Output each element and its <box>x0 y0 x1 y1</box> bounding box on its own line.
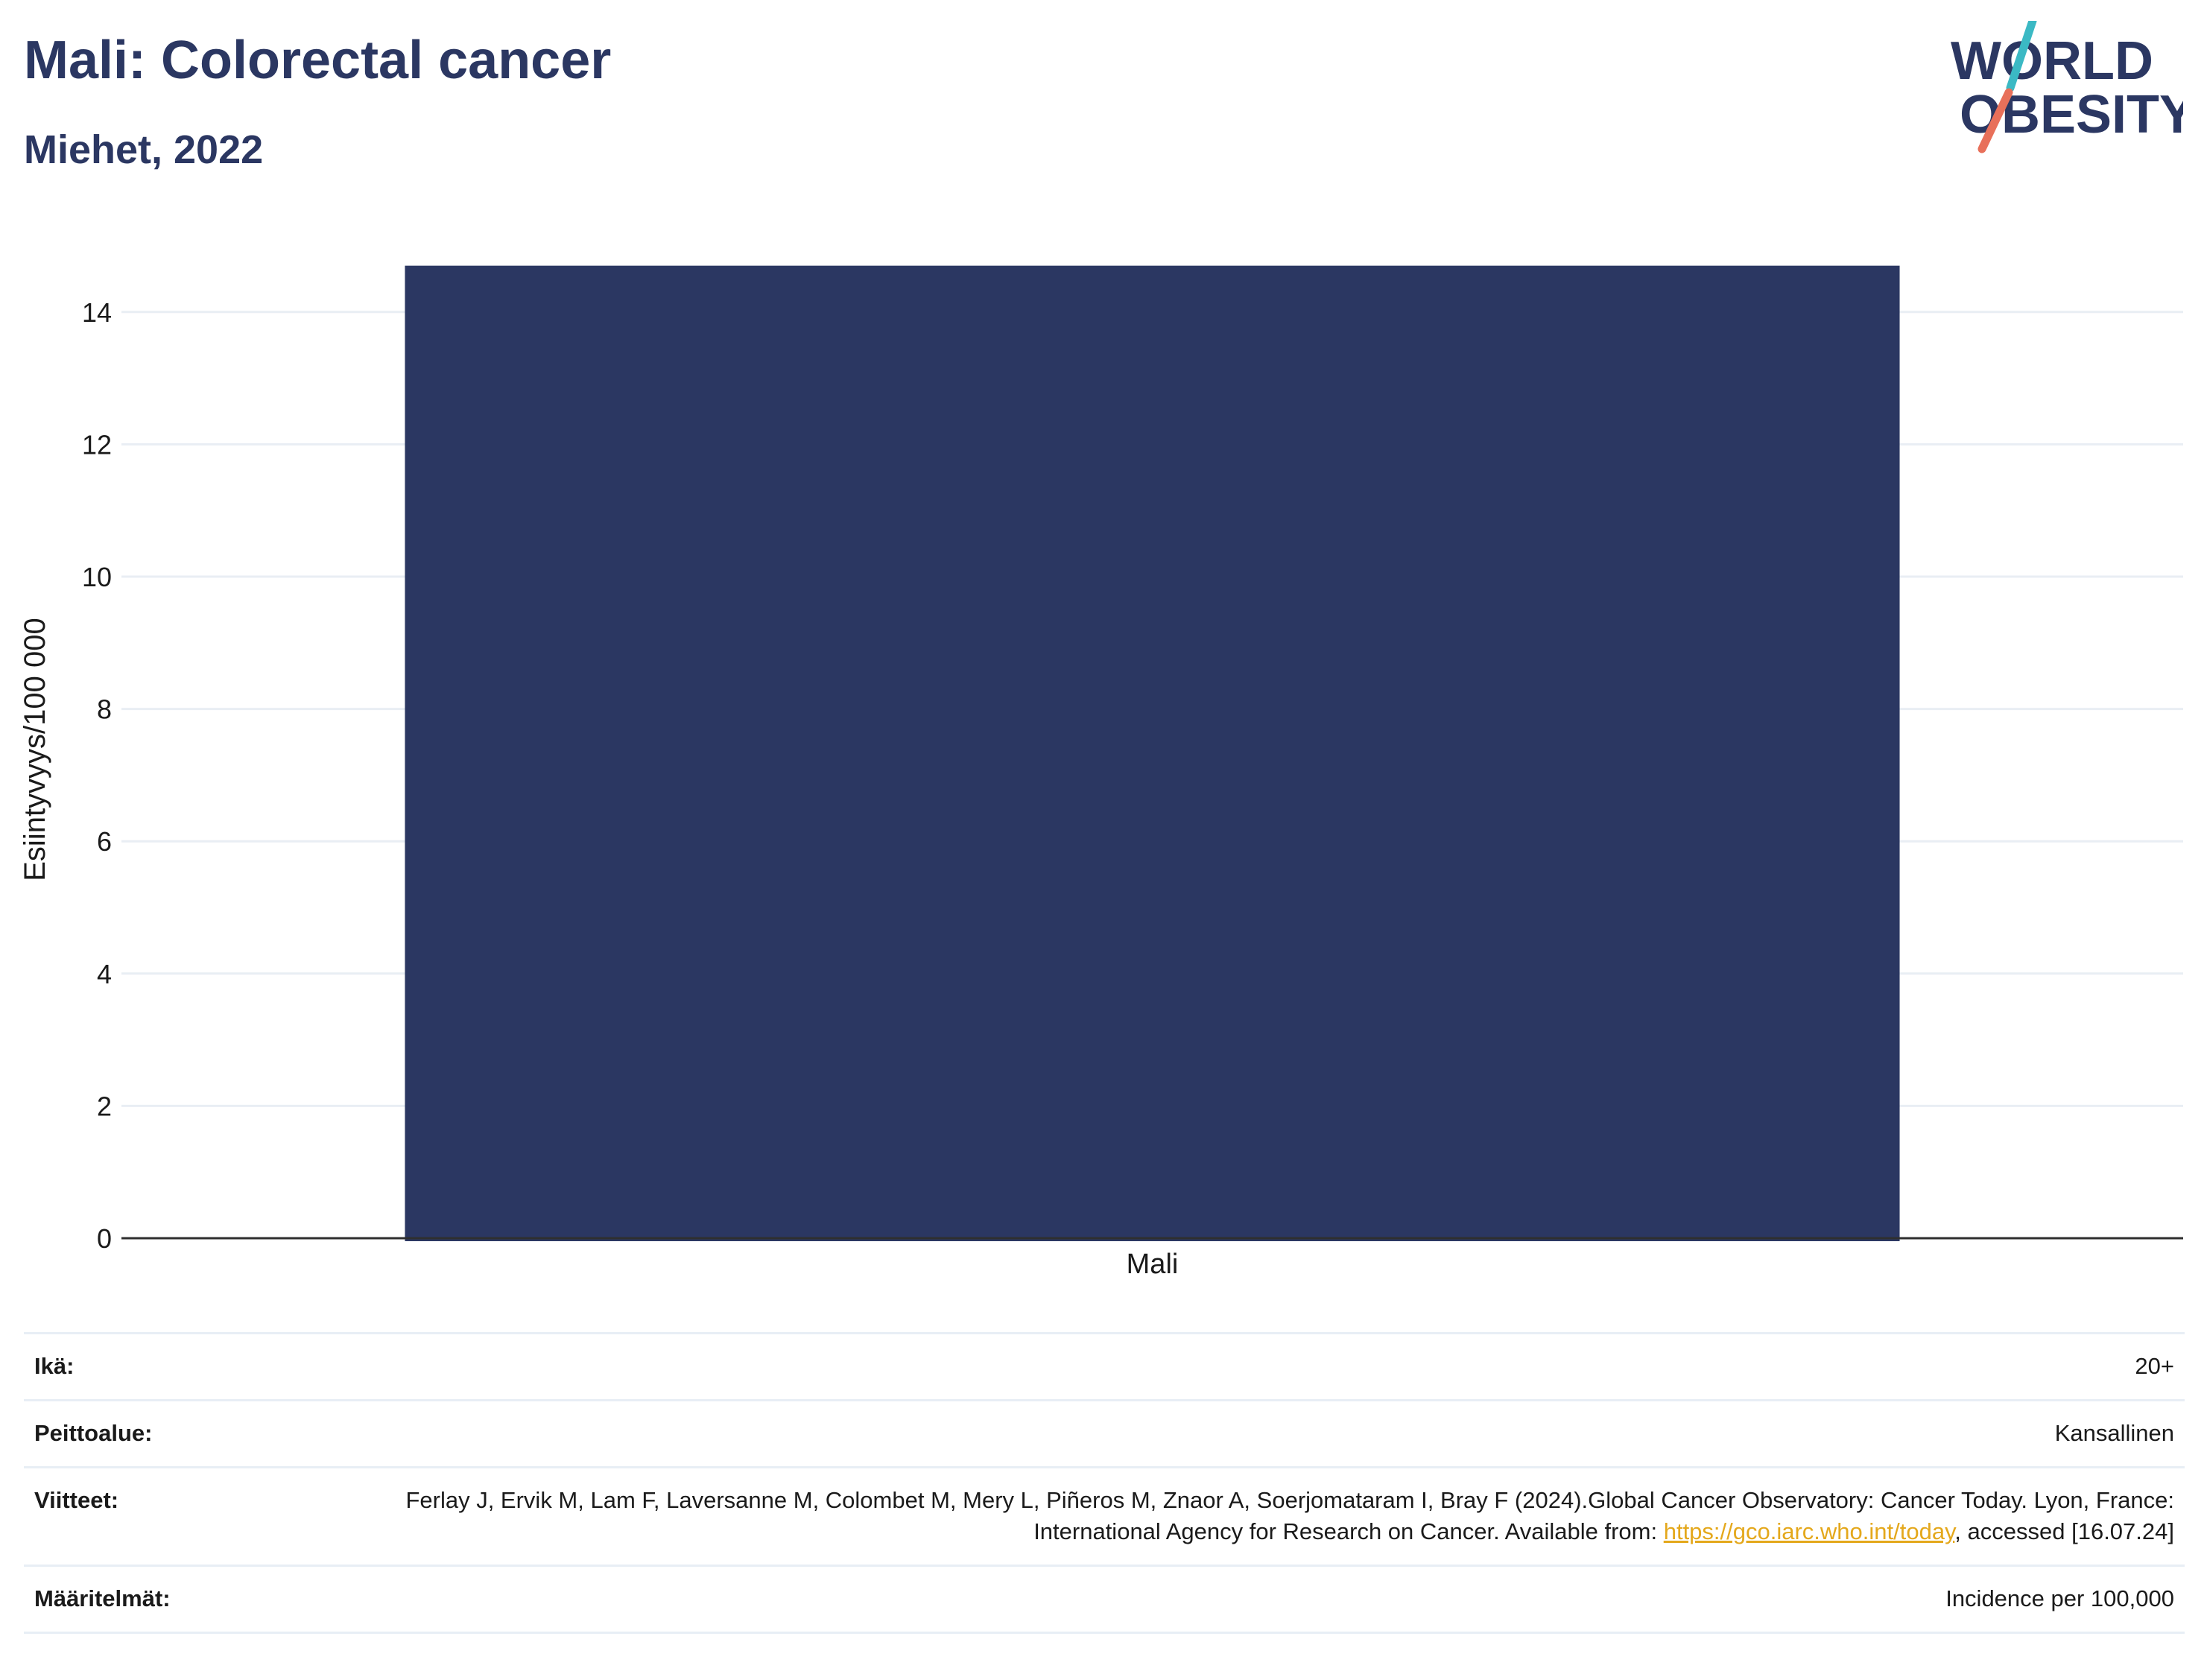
y-tick-label: 10 <box>82 562 112 592</box>
references-text: Ferlay J, Ervik M, Lam F, Laversanne M, … <box>405 1486 2174 1545</box>
table-row: Peittoalue: Kansallinen <box>24 1400 2185 1467</box>
page-title: Mali: Colorectal cancer <box>24 31 612 90</box>
definitions-label: Määritelmät: <box>34 1585 171 1612</box>
logo-word-1: WORLD <box>1951 31 2153 91</box>
y-tick-label: 4 <box>97 959 112 989</box>
y-tick-label: 12 <box>82 429 112 460</box>
world-obesity-logo: WORLD OBESITY <box>1951 21 2183 153</box>
references-label: Viitteet: <box>34 1486 119 1513</box>
table-row: Ikä: 20+ <box>24 1333 2185 1401</box>
y-tick-label: 6 <box>97 826 112 857</box>
page-subtitle: Miehet, 2022 <box>24 127 264 172</box>
bar-mali <box>405 265 1900 1241</box>
bar-layer <box>405 265 1900 1241</box>
y-axis-label: Esiintyvyys/100 000 <box>19 618 51 881</box>
logo-word-2: OBESITY <box>1960 85 2183 145</box>
y-tick-label: 8 <box>97 694 112 725</box>
y-tick-labels: 0 2 4 6 8 10 12 14 <box>82 297 112 1254</box>
logo-slash-teal <box>2006 21 2037 92</box>
age-value: 20+ <box>2135 1353 2174 1379</box>
table-row: Viitteet: Ferlay J, Ervik M, Lam F, Lave… <box>24 1467 2185 1566</box>
y-tick-label: 2 <box>97 1091 112 1121</box>
coverage-label: Peittoalue: <box>34 1419 153 1446</box>
bar-chart: 0 2 4 6 8 10 12 14 Mali Esiintyvyys/100 000 <box>19 265 2183 1280</box>
age-label: Ikä: <box>34 1353 75 1379</box>
definitions-value: Incidence per 100,000 <box>1945 1585 2174 1612</box>
references-link[interactable]: https://gco.iarc.who.int/today <box>1663 1518 1955 1545</box>
metadata-table: Ikä: 20+ Peittoalue: Kansallinen Viittee… <box>24 1332 2185 1634</box>
x-tick-label: Mali <box>1127 1249 1179 1280</box>
coverage-value: Kansallinen <box>2054 1419 2174 1446</box>
references-value: Ferlay J, Ervik M, Lam F, Laversanne M, … <box>343 1467 2185 1566</box>
logo-slash-coral <box>1977 88 2013 153</box>
references-text-end: , accessed [16.07.24] <box>1954 1518 2174 1545</box>
x-tick-labels: Mali <box>1127 1249 1179 1280</box>
y-tick-label: 14 <box>82 297 112 328</box>
y-tick-label: 0 <box>97 1223 112 1254</box>
table-row: Määritelmät: Incidence per 100,000 <box>24 1565 2185 1633</box>
